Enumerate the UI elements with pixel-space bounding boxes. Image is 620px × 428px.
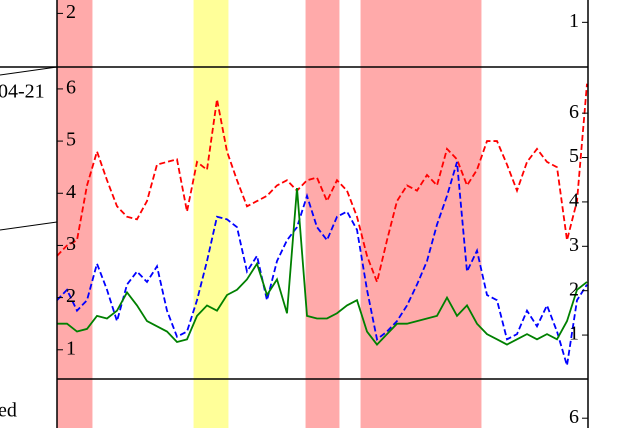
annotation: 04-21 [0, 81, 45, 103]
y2-tick-label: 4 [569, 190, 579, 212]
shaded-span [193, 66, 229, 380]
y-tick-label: 3 [66, 233, 76, 255]
y-tick-label: 2 [66, 1, 76, 23]
y-tick-label: 4 [66, 181, 76, 203]
y-tick-label: 1 [66, 337, 76, 359]
shaded-span [56, 378, 93, 428]
shaded-span [360, 66, 482, 380]
y-tick-label: 5 [66, 129, 76, 151]
y-tick-label: 2 [66, 285, 76, 307]
series-line [57, 83, 588, 285]
y2-tick-label: 1 [569, 10, 579, 32]
connector [0, 221, 58, 231]
shaded-span [56, 66, 93, 380]
shaded-span [360, 378, 482, 428]
shaded-span [305, 378, 340, 428]
series-line [57, 161, 588, 366]
annotation: ed [0, 400, 17, 422]
y2-tick-label: 1 [569, 323, 579, 345]
y2-tick-label: 5 [569, 145, 579, 167]
y2-tick-label: 2 [569, 278, 579, 300]
shaded-span [305, 0, 340, 68]
connector [0, 66, 58, 76]
shaded-span [193, 0, 229, 68]
y2-tick-label: 6 [569, 101, 579, 123]
shaded-span [305, 66, 340, 380]
shaded-span [360, 0, 482, 68]
y2-tick-label: 3 [569, 234, 579, 256]
y-tick-label: 6 [66, 77, 76, 99]
series-line [57, 187, 588, 346]
y2-tick-label: 6 [569, 406, 579, 428]
shaded-span [193, 378, 229, 428]
